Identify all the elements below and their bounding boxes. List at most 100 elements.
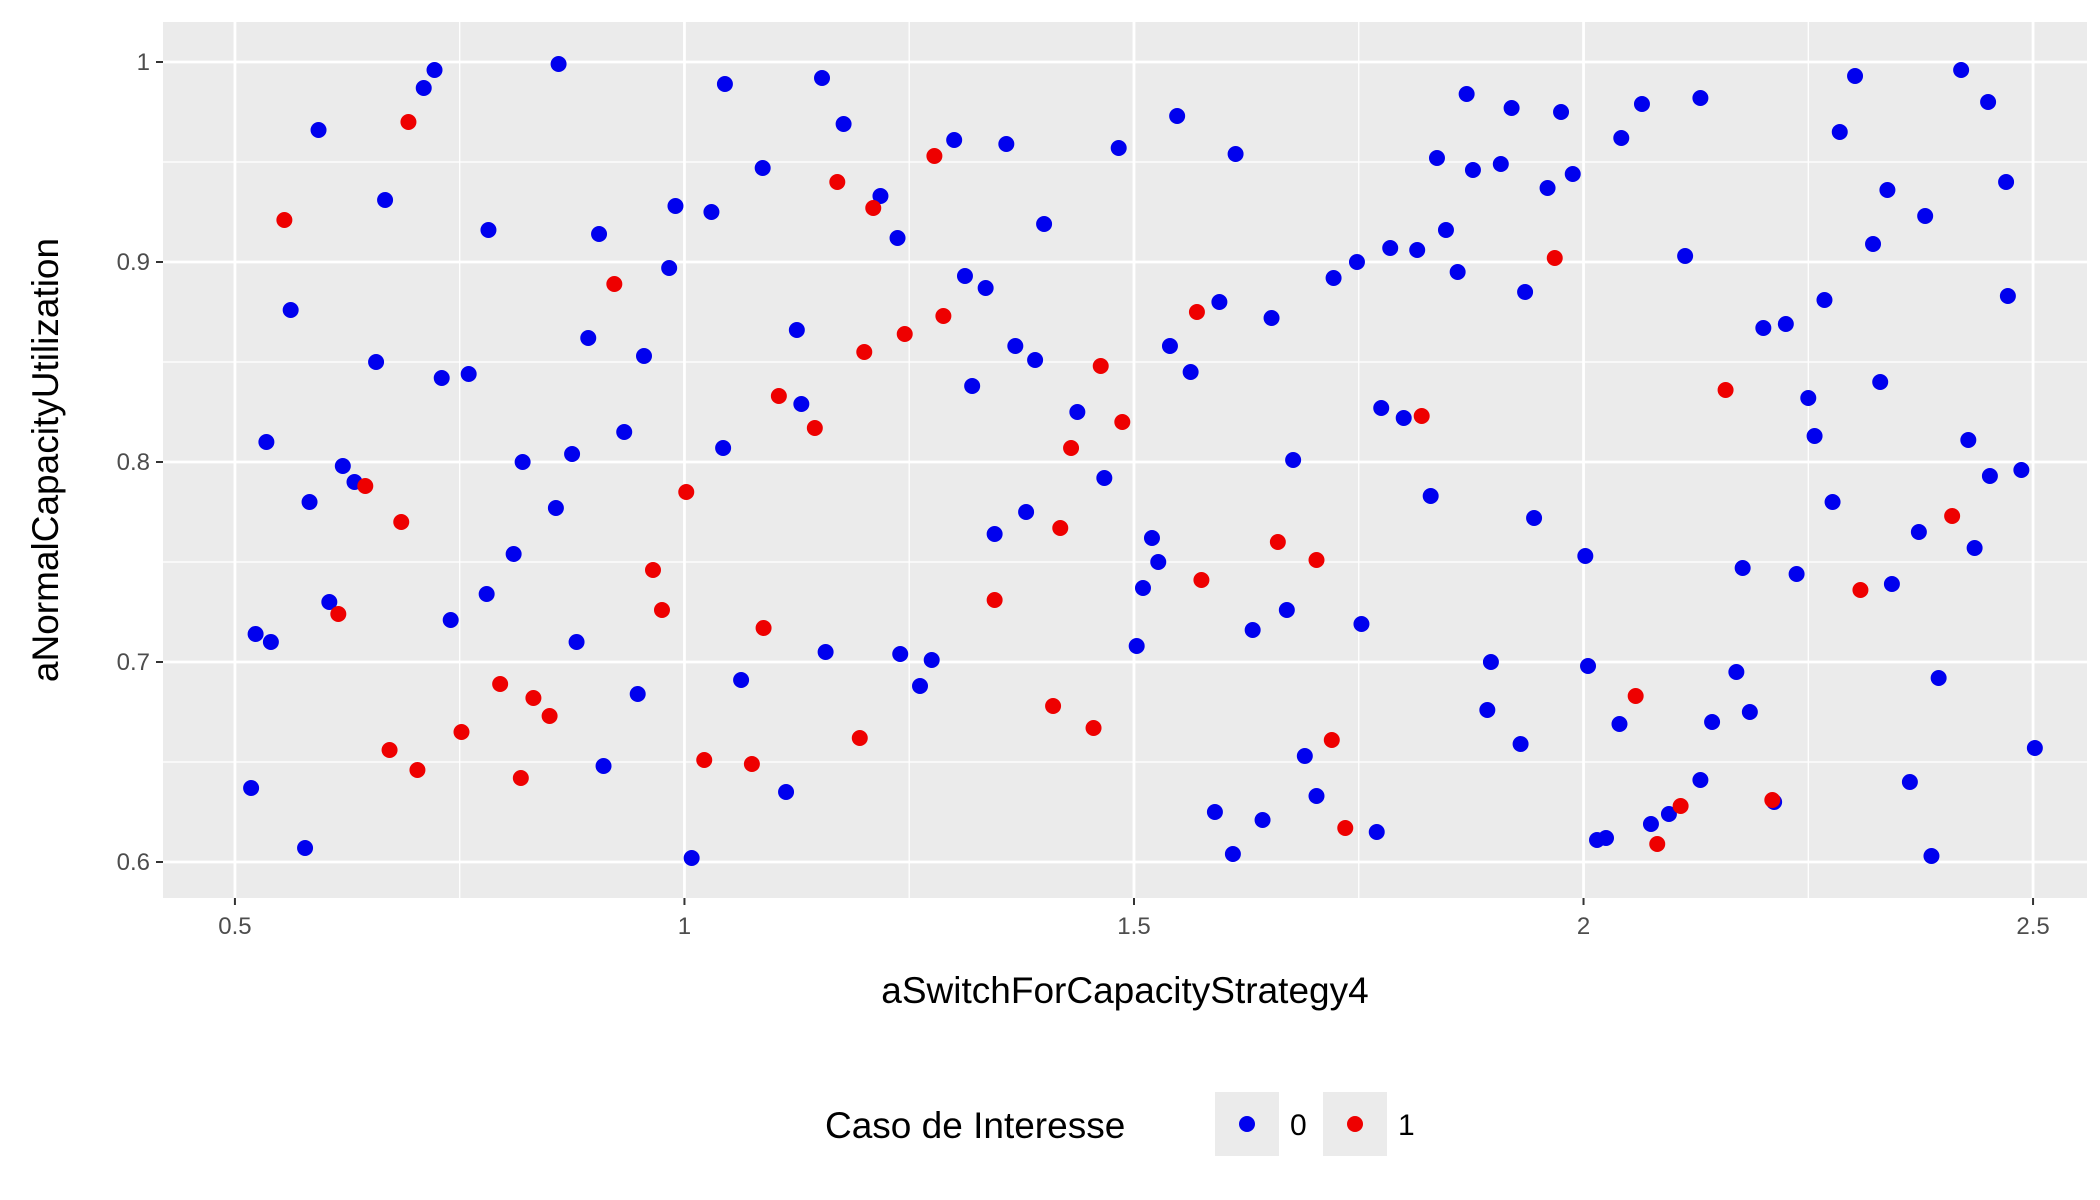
x-tick-label: 1 [678, 913, 691, 940]
data-point-case-1 [1337, 820, 1354, 836]
data-point-case-0 [1018, 504, 1035, 520]
data-point-case-1 [1764, 792, 1781, 808]
data-point-case-0 [788, 322, 805, 338]
data-point-case-0 [1879, 182, 1896, 198]
data-points [243, 56, 2043, 866]
data-point-case-0 [426, 62, 443, 78]
data-point-case-0 [505, 546, 522, 562]
data-point-case-0 [1150, 554, 1167, 570]
data-point-case-1 [276, 212, 293, 228]
data-point-case-0 [1224, 846, 1241, 862]
data-point-case-0 [1428, 150, 1445, 166]
data-point-case-0 [262, 634, 279, 650]
data-point-case-1 [770, 388, 787, 404]
data-point-case-1 [644, 562, 661, 578]
data-point-case-0 [334, 458, 351, 474]
data-point-case-0 [1923, 848, 1940, 864]
data-point-case-0 [629, 686, 646, 702]
data-point-case-0 [297, 840, 314, 856]
data-point-case-1 [1944, 508, 1961, 524]
data-point-case-0 [1395, 410, 1412, 426]
data-point-case-1 [1717, 382, 1734, 398]
data-point-case-0 [986, 526, 1003, 542]
data-point-case-0 [550, 56, 567, 72]
data-point-case-1 [1308, 552, 1325, 568]
data-point-case-0 [1831, 124, 1848, 140]
data-point-case-0 [1981, 468, 1998, 484]
data-point-case-0 [1036, 216, 1053, 232]
data-point-case-0 [1512, 736, 1529, 752]
data-point-case-0 [1966, 540, 1983, 556]
data-point-case-1 [1092, 358, 1109, 374]
data-point-case-0 [1633, 96, 1650, 112]
data-point-case-1 [512, 770, 529, 786]
data-point-case-0 [1788, 566, 1805, 582]
data-point-case-0 [1800, 390, 1817, 406]
data-point-case-1 [653, 602, 670, 618]
data-point-case-0 [1449, 264, 1466, 280]
data-point-case-0 [1007, 338, 1024, 354]
data-point-case-0 [1553, 104, 1570, 120]
data-point-case-0 [1492, 156, 1509, 172]
x-axis-ticks: 0.5 1 1.5 2 2.5 [218, 898, 2050, 940]
data-point-case-1 [1193, 572, 1210, 588]
data-point-case-0 [282, 302, 299, 318]
data-point-case-0 [2013, 462, 2030, 478]
data-point-case-0 [1901, 774, 1918, 790]
data-point-case-0 [1960, 432, 1977, 448]
data-point-case-0 [1598, 830, 1614, 846]
data-point-case-0 [1161, 338, 1178, 354]
data-point-case-1 [409, 762, 426, 778]
data-point-case-0 [872, 188, 889, 204]
y-axis-ticks: 0.6 0.7 0.8 0.9 1 [117, 49, 163, 876]
y-tick-label: 1 [137, 49, 150, 76]
data-point-case-0 [1539, 180, 1556, 196]
data-point-case-1 [1085, 720, 1102, 736]
data-point-case-0 [1777, 316, 1794, 332]
data-point-case-0 [1517, 284, 1534, 300]
data-point-case-0 [667, 198, 684, 214]
data-point-case-1 [606, 276, 623, 292]
data-point-case-0 [1422, 488, 1439, 504]
data-point-case-0 [1278, 602, 1295, 618]
data-point-case-0 [1910, 524, 1927, 540]
data-point-case-0 [1728, 664, 1745, 680]
data-point-case-0 [1211, 294, 1228, 310]
data-point-case-1 [743, 756, 760, 772]
data-point-case-0 [1998, 174, 2015, 190]
data-point-case-0 [433, 370, 450, 386]
data-point-case-0 [258, 434, 275, 450]
data-point-case-0 [564, 446, 581, 462]
data-point-case-0 [480, 222, 497, 238]
data-point-case-1 [1546, 250, 1563, 266]
data-point-case-0 [1227, 146, 1244, 162]
legend-title: Caso de Interesse [825, 1105, 1125, 1146]
data-point-case-0 [442, 612, 459, 628]
data-point-case-0 [1824, 494, 1841, 510]
data-point-case-0 [912, 678, 929, 694]
data-point-case-0 [415, 80, 432, 96]
data-point-case-0 [310, 122, 327, 138]
data-point-case-0 [368, 354, 385, 370]
data-point-case-0 [716, 76, 733, 92]
x-tick-label: 2.5 [2016, 913, 2049, 940]
data-point-case-0 [2026, 740, 2043, 756]
data-point-case-0 [243, 780, 260, 796]
data-point-case-0 [1382, 240, 1399, 256]
data-point-case-0 [1704, 714, 1721, 730]
data-point-case-0 [616, 424, 633, 440]
data-point-case-0 [1816, 292, 1833, 308]
data-point-case-0 [1254, 812, 1271, 828]
grid-minor [163, 22, 2087, 898]
data-point-case-0 [1917, 208, 1934, 224]
x-tick-label: 2 [1577, 913, 1590, 940]
data-point-case-0 [1930, 670, 1947, 686]
data-point-case-1 [492, 676, 509, 692]
data-point-case-0 [1143, 530, 1160, 546]
data-point-case-0 [778, 784, 795, 800]
data-point-case-1 [1052, 520, 1069, 536]
data-point-case-0 [964, 378, 981, 394]
data-point-case-1 [1649, 836, 1666, 852]
data-point-case-0 [1847, 68, 1864, 84]
